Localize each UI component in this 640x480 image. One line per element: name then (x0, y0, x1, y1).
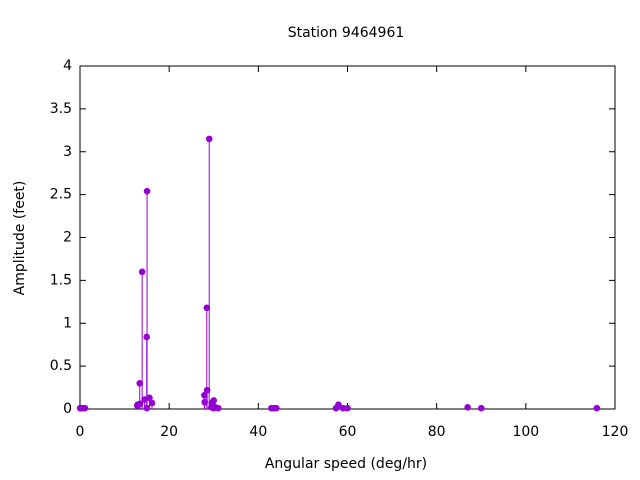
y-tick-label: 1 (63, 315, 72, 331)
y-tick-label: 0 (63, 401, 72, 417)
point (148, 399, 156, 407)
point (205, 135, 213, 143)
y-tick-label: 1.5 (50, 272, 72, 288)
y-tick-label: 0.5 (50, 358, 72, 374)
point (81, 404, 89, 412)
point (143, 187, 151, 195)
point (146, 394, 153, 402)
point (214, 404, 222, 412)
point (477, 404, 485, 412)
point (339, 404, 347, 412)
point (136, 379, 144, 387)
y-tick-label: 3.5 (50, 101, 72, 117)
x-tick-label: 80 (428, 424, 446, 440)
y-tick-label: 3 (63, 144, 72, 160)
x-axis-label: Angular speed (deg/hr) (265, 456, 427, 472)
x-tick-label: 60 (339, 424, 357, 440)
plot-frame (79, 65, 616, 410)
point (210, 397, 218, 404)
y-tick-label: 4 (63, 58, 72, 74)
point (272, 404, 280, 412)
y-tick-label: 2 (63, 230, 72, 246)
x-tick-label: 100 (512, 424, 539, 440)
point (203, 304, 211, 312)
x-tick-label: 40 (249, 424, 267, 440)
y-axis-label: Amplitude (feet) (12, 181, 28, 296)
y-tick-label: 2.5 (50, 187, 72, 203)
x-tick-label: 120 (602, 424, 629, 440)
point (138, 268, 146, 276)
point (464, 403, 471, 411)
point (593, 404, 601, 412)
x-tick-label: 20 (160, 424, 178, 440)
point (335, 401, 342, 409)
point (201, 391, 208, 399)
point (344, 404, 351, 412)
chart-title: Station 9464961 (288, 25, 405, 41)
x-tick-label: 0 (76, 424, 85, 440)
